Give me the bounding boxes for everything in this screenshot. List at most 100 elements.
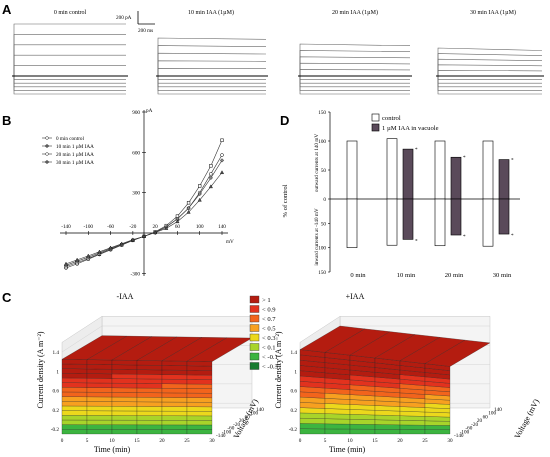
trace: [13, 76, 126, 95]
legend-swatch: [249, 314, 260, 323]
voltage-tick-label: 20: [477, 418, 483, 424]
surface-cell: [136, 369, 163, 375]
surface-cell: [299, 407, 326, 414]
surface-cell: [161, 365, 188, 371]
surface-cell: [61, 415, 88, 421]
surface-cell: [111, 373, 138, 379]
bar-upper-axis-label: outward currents at 140 mV: [314, 134, 320, 192]
bar-y-tick-label: 100: [318, 139, 326, 145]
bar-category-label: 10 min: [397, 272, 416, 279]
surface-cell: [186, 388, 213, 394]
legend-label: 30 min 1 µM IAA: [56, 160, 94, 166]
surface-cell: [61, 382, 88, 388]
surface-cell: [111, 359, 138, 366]
surface-cell: [136, 374, 163, 380]
surface-zlabel-right: Current density (A m⁻²): [274, 331, 283, 408]
significance-marker: *: [415, 238, 418, 244]
iv-y-unit: pA: [146, 108, 153, 114]
legend-marker: [45, 160, 49, 164]
iv-point: [186, 209, 191, 214]
time-tick-label: 25: [184, 438, 190, 444]
current-traces: [12, 23, 544, 95]
iv-point: [208, 184, 213, 189]
iv-point: [197, 191, 202, 197]
legend-label: < -0.3: [262, 364, 279, 371]
surface-cell: [399, 429, 426, 435]
surface-cell: [136, 406, 163, 412]
surface-cell: [86, 387, 113, 393]
trace-title-1: 10 min IAA (1µM): [188, 9, 234, 16]
time-tick-label: 5: [86, 438, 89, 444]
surface-cell: [61, 359, 88, 365]
surface-cell: [186, 374, 213, 380]
surface-cell: [111, 378, 138, 384]
bar-inward: [450, 198, 462, 236]
trace: [157, 37, 267, 76]
surface-cell: [86, 405, 113, 412]
surface-cell: [424, 429, 451, 435]
panel-label-b: B: [2, 113, 11, 128]
surface-cell: [299, 412, 326, 419]
surface-cell: [111, 396, 138, 402]
x-tick-label: 60: [175, 224, 181, 230]
legend-swatch-iaa: [371, 123, 380, 132]
bar-category-label: 0 min: [350, 272, 366, 279]
surface-title-left: -IAA: [117, 292, 134, 301]
x-tick-label: -20: [129, 224, 136, 230]
iv-point: [97, 249, 102, 254]
scale-time-label: 200 ms: [138, 28, 153, 34]
trace: [437, 47, 543, 76]
y-tick-label: 300: [132, 191, 140, 197]
surface-cell: [161, 397, 188, 403]
voltage-tick-label: 60: [483, 414, 489, 420]
legend-label: 0 min control: [56, 136, 85, 142]
surface-cell: [111, 429, 138, 435]
legend-label-control: control: [382, 115, 401, 122]
iv-point: [186, 201, 191, 205]
panel-label-a: A: [2, 2, 12, 17]
surface-cell: [186, 420, 213, 426]
surface-cell: [299, 423, 326, 430]
panel-b: -140 -100 -60 -20 20 60 100 140 -300 300 600 900 0 …: [42, 108, 234, 277]
surface-cell: [86, 396, 113, 402]
surface-cell: [424, 416, 451, 422]
iv-point: [130, 237, 135, 242]
surface-cell: [86, 419, 113, 425]
z-tick-label: 1: [56, 369, 59, 375]
surface-legend: > 1 < 0.9 < 0.7 < 0.5 < 0.3 < 0.1 < -0.1 < -0.3: [249, 295, 279, 371]
time-tick-label: 30: [209, 438, 215, 444]
trace: [299, 43, 411, 76]
trace: [299, 76, 410, 80]
trace: [299, 76, 410, 88]
surface-cell: [61, 405, 88, 411]
surface-cell: [186, 429, 213, 435]
bar-inward: [346, 198, 358, 248]
iv-point: [186, 206, 191, 211]
iv-point: [164, 226, 169, 230]
trace: [157, 52, 267, 76]
significance-marker: *: [463, 155, 466, 161]
surface-cell: [161, 420, 188, 426]
surface-cell: [86, 392, 113, 398]
surface-cell: [86, 373, 113, 379]
surface-cell: [111, 392, 138, 398]
surface-cell: [161, 360, 188, 366]
iv-point: [208, 175, 213, 180]
trace: [157, 76, 266, 88]
surface-cell: [61, 419, 88, 425]
z-tick-label: 0.6: [291, 389, 298, 395]
surface-cell: [61, 391, 88, 397]
trace: [437, 76, 542, 88]
time-tick-label: 15: [134, 438, 140, 444]
bar-outward: [402, 148, 414, 200]
trace: [13, 23, 126, 76]
voltage-tick-label: -140: [216, 433, 226, 439]
surface-cell: [161, 392, 188, 398]
bar-y-tick-label: 100: [318, 246, 326, 252]
surface-cell: [86, 368, 113, 375]
bar-outward: [434, 140, 446, 200]
bar-y-label: % of control: [282, 184, 289, 217]
legend-swatch: [249, 343, 260, 351]
x-tick-label: -140: [61, 224, 71, 230]
surface-cell: [161, 406, 188, 412]
